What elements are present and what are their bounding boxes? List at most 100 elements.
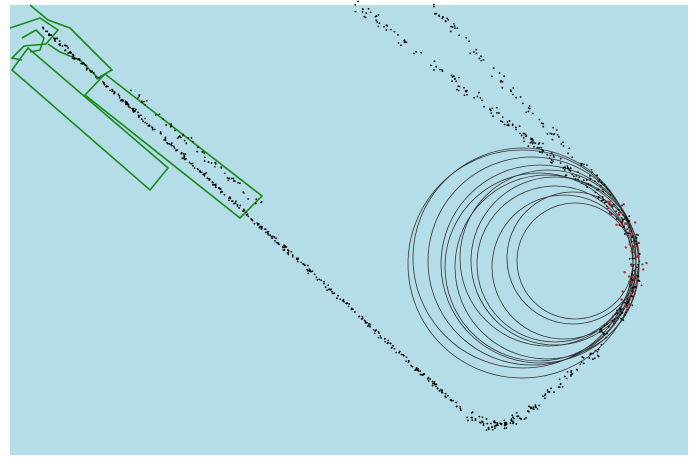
point <box>614 313 617 315</box>
point <box>529 406 532 409</box>
point <box>151 127 154 129</box>
point <box>479 96 482 99</box>
point <box>560 143 563 145</box>
point <box>616 309 618 312</box>
point <box>363 15 366 18</box>
point <box>490 109 492 112</box>
point <box>433 380 436 383</box>
point <box>538 118 541 121</box>
point <box>444 395 447 398</box>
point <box>55 37 58 40</box>
point <box>563 375 566 378</box>
point <box>463 87 465 89</box>
point <box>628 240 631 243</box>
point <box>478 421 481 424</box>
point <box>143 100 145 103</box>
point <box>83 62 86 65</box>
point <box>511 420 514 423</box>
track-points <box>42 0 644 431</box>
point <box>103 82 105 85</box>
point <box>444 20 447 22</box>
point <box>551 138 554 141</box>
point <box>550 133 553 135</box>
point <box>598 179 601 182</box>
point <box>440 390 443 393</box>
point <box>410 364 412 367</box>
point <box>180 151 183 154</box>
highlight-points <box>606 200 648 327</box>
highlight-point <box>628 229 632 232</box>
point <box>600 328 603 330</box>
point <box>535 406 537 409</box>
point <box>569 167 572 170</box>
point <box>405 356 408 359</box>
point <box>511 124 514 127</box>
point <box>620 216 623 219</box>
point <box>632 279 634 282</box>
point <box>468 40 470 43</box>
point <box>184 158 186 161</box>
point <box>366 325 369 328</box>
point <box>419 373 422 376</box>
point <box>376 21 379 23</box>
point <box>214 184 217 187</box>
highlight-point <box>633 221 637 224</box>
point <box>542 150 545 152</box>
point <box>474 417 477 420</box>
point <box>80 62 83 65</box>
point <box>537 143 540 146</box>
point <box>119 99 122 102</box>
point <box>621 221 624 223</box>
point <box>489 108 491 111</box>
point <box>635 233 638 236</box>
point <box>628 215 631 218</box>
highlight-point <box>619 211 623 214</box>
point <box>618 211 620 214</box>
point <box>574 177 577 180</box>
point <box>501 86 504 89</box>
highlight-point <box>628 296 632 300</box>
point <box>580 164 583 167</box>
point <box>46 30 49 33</box>
point <box>273 236 276 239</box>
point <box>465 90 468 93</box>
point <box>512 87 515 89</box>
point <box>78 59 81 62</box>
point <box>481 99 483 102</box>
highlight-point <box>637 254 640 257</box>
point <box>348 303 351 305</box>
point <box>199 171 202 173</box>
point <box>330 288 333 291</box>
point <box>441 17 444 20</box>
point <box>61 45 64 48</box>
highlight-point <box>627 280 631 284</box>
point <box>118 96 121 99</box>
point <box>596 197 599 200</box>
point <box>637 234 640 236</box>
point <box>165 124 167 126</box>
point <box>605 205 608 208</box>
point <box>151 128 154 131</box>
point <box>364 16 367 19</box>
point <box>581 356 584 358</box>
point <box>455 80 458 83</box>
point <box>586 186 589 188</box>
point <box>327 288 330 291</box>
point <box>78 58 81 60</box>
point <box>181 134 184 137</box>
point <box>465 36 468 39</box>
point <box>625 311 627 314</box>
point <box>284 245 286 247</box>
point <box>603 324 606 327</box>
point <box>131 107 134 110</box>
point <box>113 91 116 94</box>
point <box>253 222 256 225</box>
point <box>398 350 401 353</box>
point <box>236 203 239 206</box>
highlight-point <box>623 271 626 274</box>
point <box>559 157 562 160</box>
point <box>481 421 484 423</box>
point <box>562 167 565 169</box>
